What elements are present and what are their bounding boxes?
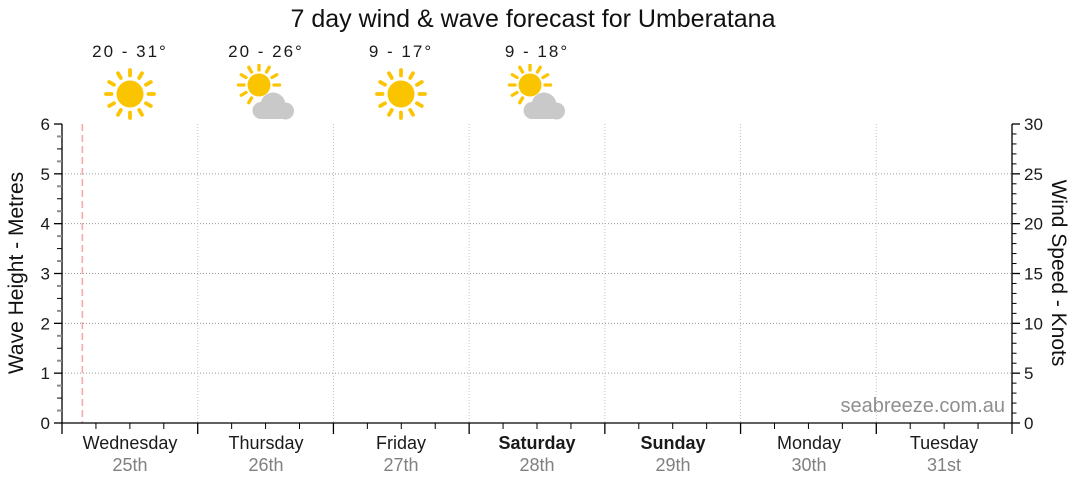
- temperature-range-label: 9 - 18°: [504, 42, 570, 61]
- left-axis-tick-label: 1: [41, 364, 50, 383]
- chart-title: 7 day wind & wave forecast for Umberatan…: [290, 5, 776, 33]
- date-label: 31st: [926, 455, 962, 475]
- date-label: 27th: [383, 455, 419, 475]
- left-axis-tick-label: 3: [41, 265, 50, 284]
- right-axis-title: Wind Speed - Knots: [1047, 179, 1070, 367]
- day-label: Monday: [776, 433, 842, 453]
- day-header-saturday: 9 - 18°: [469, 42, 605, 129]
- date-label: 26th: [248, 455, 284, 475]
- right-axis-tick-label: 10: [1024, 314, 1043, 333]
- right-axis-tick-label: 0: [1024, 414, 1033, 433]
- temperature-range-label: 9 - 17°: [368, 42, 434, 61]
- right-axis-tick-label: 25: [1024, 165, 1043, 184]
- left-axis-tick-label: 5: [41, 165, 50, 184]
- day-label: Friday: [375, 433, 426, 453]
- day-header-wednesday: 20 - 31°: [62, 42, 198, 129]
- temperature-range-label: 20 - 26°: [228, 42, 304, 61]
- left-axis-tick-label: 2: [41, 314, 50, 333]
- right-axis-tick-label: 5: [1024, 364, 1033, 383]
- date-label: 25th: [112, 455, 148, 475]
- left-axis-tick-label: 0: [41, 414, 50, 433]
- left-axis-tick-label: 4: [41, 215, 50, 234]
- sun-cloud-icon: [507, 62, 565, 120]
- day-label: Saturday: [498, 433, 576, 453]
- day-label: Sunday: [640, 433, 706, 453]
- x-label-thursday: Thursday 26th: [198, 432, 334, 476]
- x-label-monday: Monday 30th: [741, 432, 877, 476]
- date-label: 30th: [791, 455, 827, 475]
- day-header-thursday: 20 - 26°: [198, 42, 334, 129]
- x-label-saturday: Saturday 28th: [469, 432, 605, 476]
- sunny-icon: [104, 68, 156, 120]
- right-axis-tick-label: 15: [1024, 265, 1043, 284]
- x-label-tuesday: Tuesday 31st: [876, 432, 1012, 476]
- right-axis-tick-label: 20: [1024, 215, 1043, 234]
- left-axis-title: Wave Height - Metres: [5, 171, 28, 375]
- day-label: Thursday: [228, 433, 304, 453]
- sun-cloud-icon: [236, 62, 294, 120]
- sunny-icon: [375, 68, 427, 120]
- temperature-range-label: 20 - 31°: [92, 42, 168, 61]
- day-label: Tuesday: [909, 433, 979, 453]
- right-axis-tick-label: 30: [1024, 115, 1043, 134]
- date-label: 29th: [655, 455, 691, 475]
- x-label-friday: Friday 27th: [333, 432, 469, 476]
- seabreeze-watermark: seabreeze.com.au: [840, 395, 1005, 417]
- day-label: Wednesday: [82, 433, 178, 453]
- x-label-wednesday: Wednesday 25th: [62, 432, 198, 476]
- date-label: 28th: [519, 455, 555, 475]
- left-axis-tick-label: 6: [41, 115, 50, 134]
- x-label-sunday: Sunday 29th: [605, 432, 741, 476]
- day-header-friday: 9 - 17°: [333, 42, 469, 129]
